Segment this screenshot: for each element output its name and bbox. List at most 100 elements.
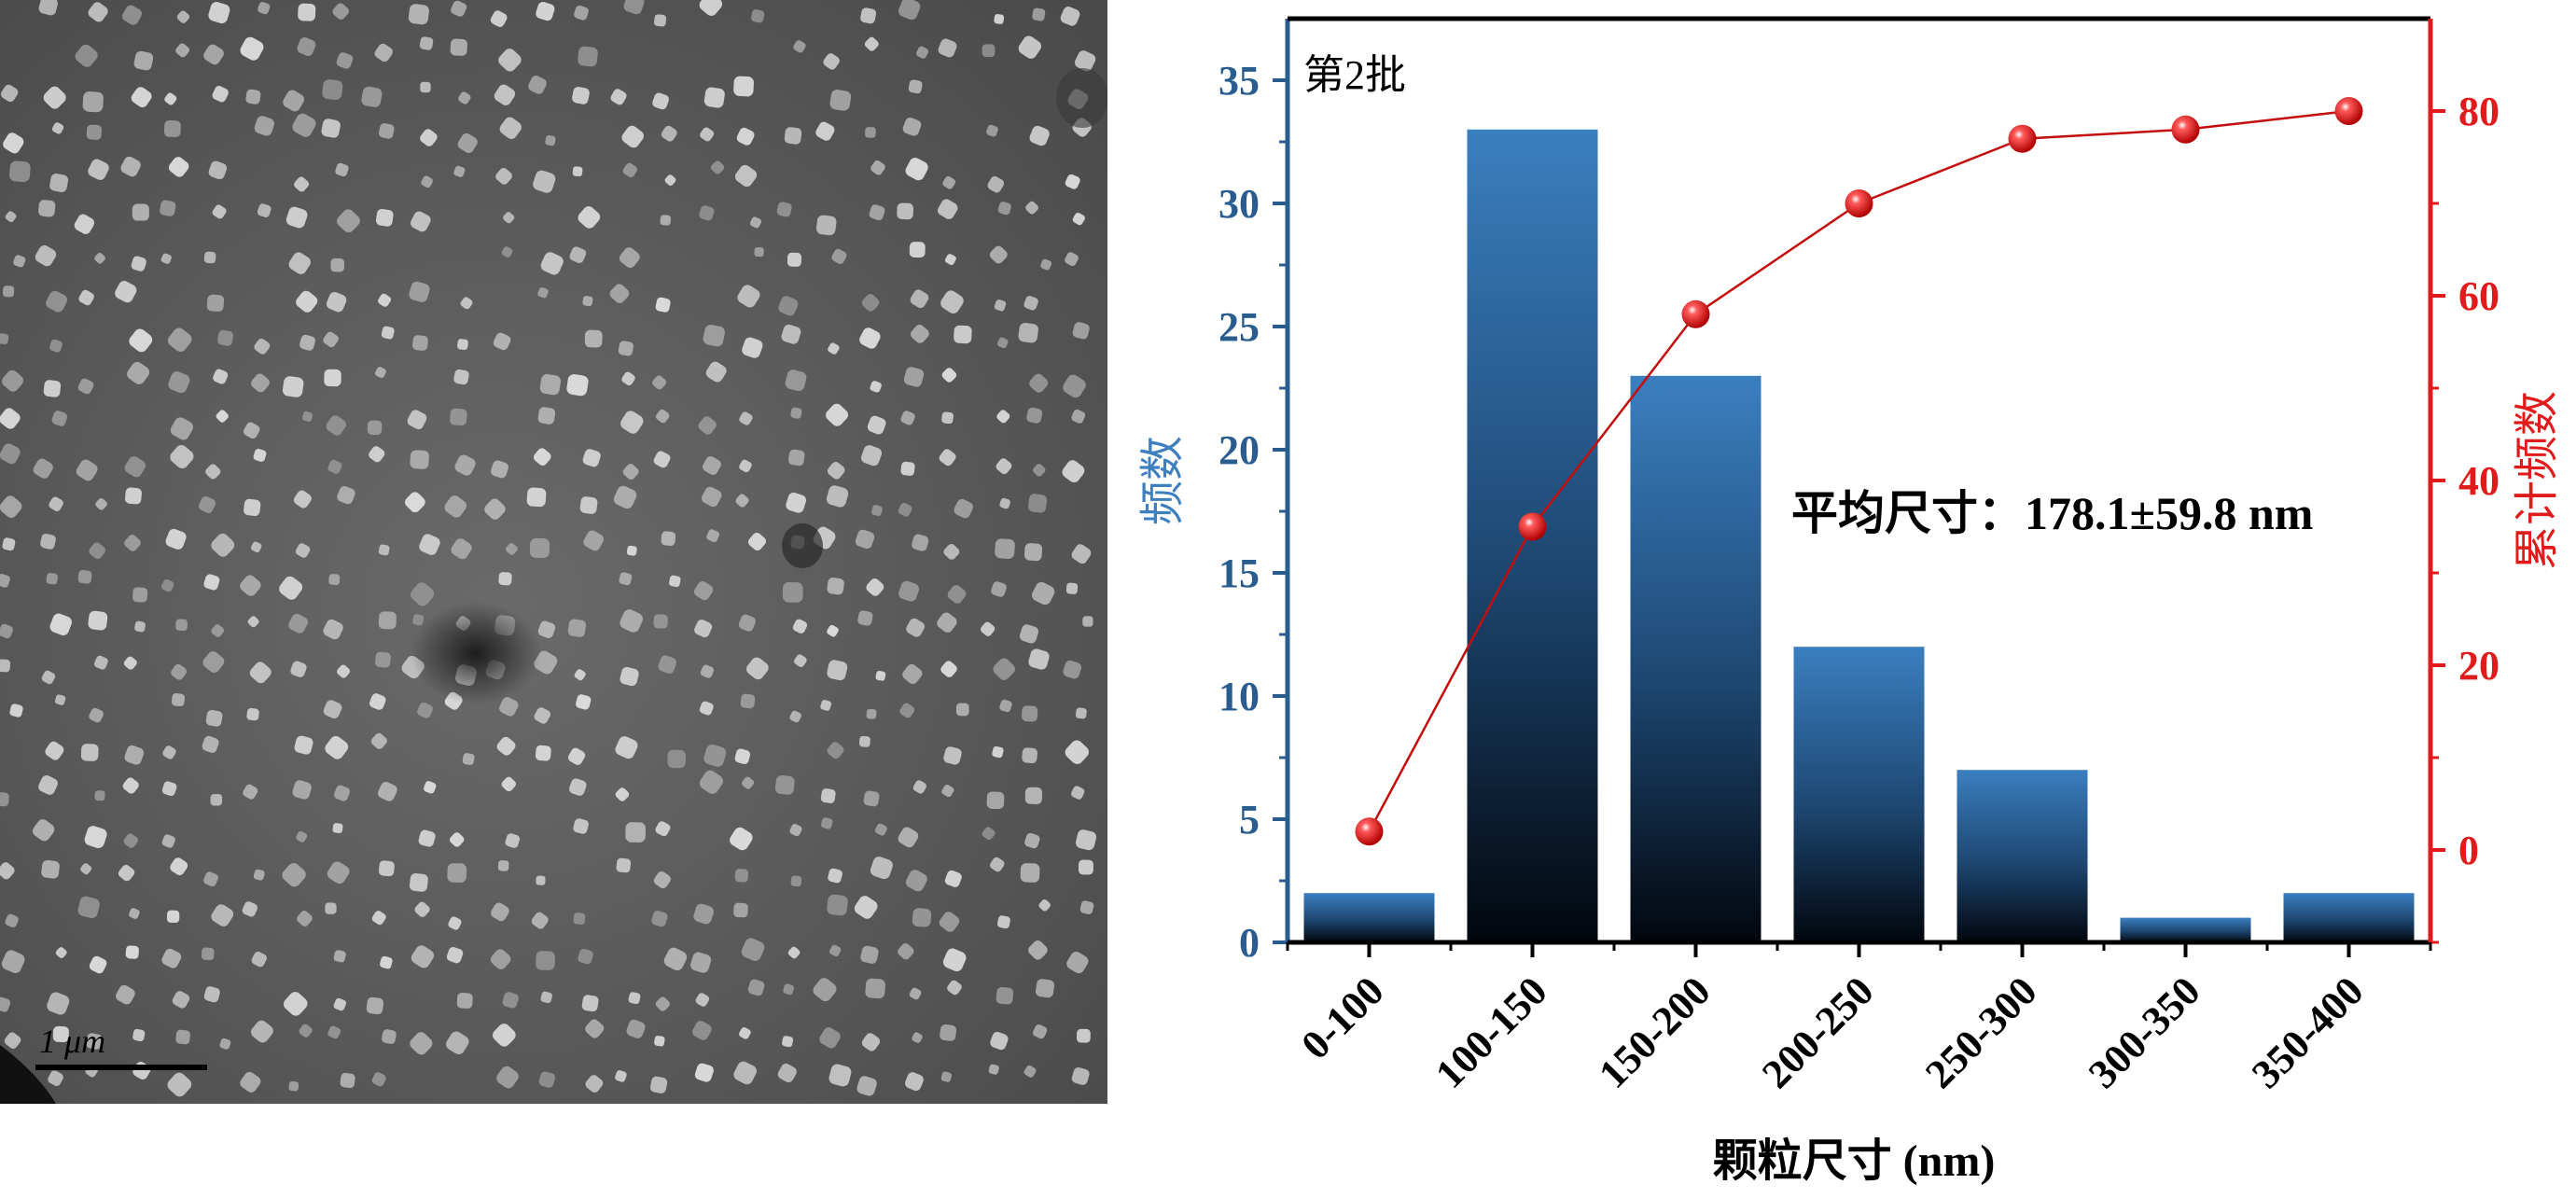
panel-label: 第2批 xyxy=(1303,52,1406,98)
particle xyxy=(282,863,306,887)
particle xyxy=(1075,707,1087,719)
particle xyxy=(168,157,189,177)
particle xyxy=(730,827,753,851)
particle xyxy=(249,662,272,684)
particle xyxy=(131,256,146,272)
particle xyxy=(827,462,845,480)
particle xyxy=(784,127,802,145)
particle xyxy=(0,862,15,880)
particle xyxy=(870,857,893,880)
particle xyxy=(491,902,509,922)
particle xyxy=(736,127,755,146)
particle xyxy=(279,576,303,600)
particle xyxy=(537,620,556,638)
bar-200-250 xyxy=(1793,647,1925,942)
particle xyxy=(0,574,10,588)
right-tick-label: 80 xyxy=(2458,89,2499,134)
particle xyxy=(996,986,1014,1005)
particle xyxy=(93,655,108,670)
particle xyxy=(9,703,23,717)
particle xyxy=(938,199,958,219)
particle xyxy=(566,374,589,397)
particle xyxy=(2,537,16,551)
particle xyxy=(175,43,190,58)
particle xyxy=(374,367,386,379)
particle xyxy=(211,624,225,637)
particle xyxy=(903,367,925,387)
particle xyxy=(1028,648,1050,670)
particle xyxy=(378,123,395,139)
particle xyxy=(1024,832,1040,849)
particle xyxy=(999,497,1010,509)
particle xyxy=(217,329,234,346)
particle xyxy=(124,535,141,551)
particle xyxy=(794,654,807,667)
particle xyxy=(856,1076,877,1096)
particle xyxy=(501,776,517,792)
particle xyxy=(667,749,686,769)
particle xyxy=(421,175,433,188)
particle xyxy=(790,407,802,419)
size-distribution-chart: 0 5 10 15 20 25 30 35 0 20 40 60 80 0-100 100-150 150… xyxy=(1138,16,2562,1186)
particle xyxy=(828,342,840,355)
particle xyxy=(51,122,64,134)
particle xyxy=(379,860,395,877)
particle xyxy=(48,1070,63,1086)
particle xyxy=(827,660,848,681)
particle xyxy=(865,978,885,999)
particle xyxy=(1060,7,1080,26)
particle xyxy=(299,1024,313,1038)
left-tick-label: 15 xyxy=(1218,550,1260,596)
particle xyxy=(89,955,107,974)
particle xyxy=(1022,747,1037,763)
particle xyxy=(43,380,62,397)
particle xyxy=(536,951,556,970)
particle xyxy=(412,614,425,626)
particle xyxy=(326,415,347,436)
particle xyxy=(240,1071,261,1093)
particle xyxy=(75,44,98,67)
particle xyxy=(288,1080,299,1092)
particle xyxy=(55,947,67,958)
particle xyxy=(450,408,467,426)
particle xyxy=(695,993,710,1007)
particle xyxy=(819,1027,841,1049)
particle xyxy=(378,781,397,801)
particle xyxy=(294,735,313,755)
particle xyxy=(450,38,467,56)
particle xyxy=(898,827,919,848)
particle xyxy=(245,89,261,104)
particle xyxy=(5,913,19,928)
bar-150-200 xyxy=(1630,375,1761,942)
particle xyxy=(861,294,880,312)
particle xyxy=(860,945,879,964)
particle xyxy=(161,834,175,848)
particle xyxy=(955,703,969,717)
particle xyxy=(871,505,883,516)
particle xyxy=(257,203,272,217)
particle xyxy=(747,979,765,996)
particle xyxy=(733,76,754,97)
particle xyxy=(123,656,137,670)
particle xyxy=(735,494,749,508)
particle xyxy=(792,619,808,634)
particle xyxy=(653,614,668,629)
particle xyxy=(912,1032,923,1043)
particle xyxy=(412,335,428,351)
particle xyxy=(999,699,1012,713)
particle xyxy=(380,955,393,969)
particle xyxy=(86,1033,103,1050)
particle xyxy=(124,456,146,478)
particle xyxy=(457,339,468,350)
particle xyxy=(738,614,756,632)
particle xyxy=(664,174,676,187)
particle xyxy=(458,91,471,104)
particle xyxy=(820,788,836,803)
particle xyxy=(127,361,150,384)
cumulative-point-350-400 xyxy=(2334,97,2363,125)
particle xyxy=(498,572,512,586)
particle xyxy=(247,616,259,628)
particle xyxy=(741,938,765,961)
particle xyxy=(982,827,996,841)
particle xyxy=(943,746,962,765)
